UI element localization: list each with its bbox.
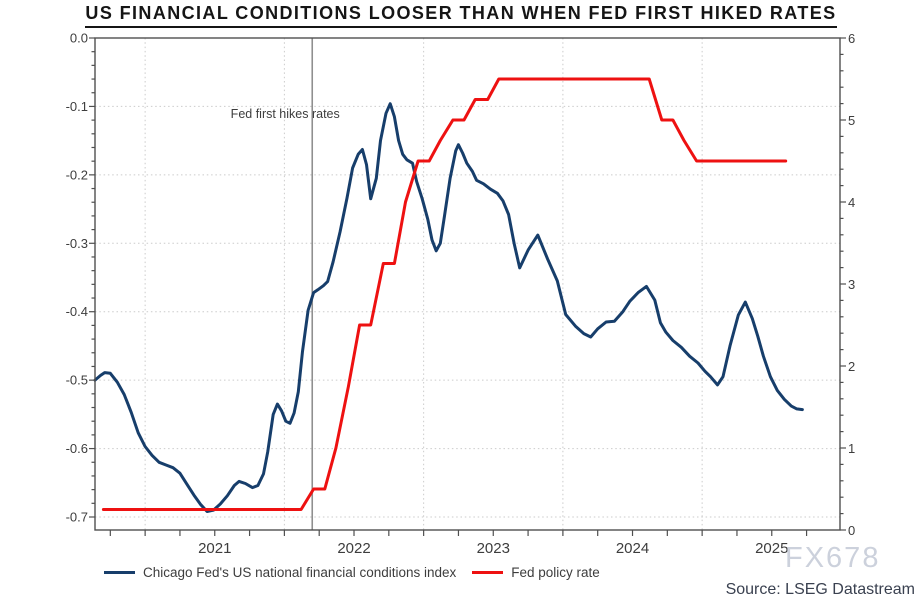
fx678-watermark: FX678 <box>785 542 881 574</box>
axis-tick-label: 2 <box>848 359 855 374</box>
axis-tick-label: 2022 <box>337 540 370 557</box>
axis-tick-label: -0.2 <box>66 167 88 182</box>
axis-tick-label: 4 <box>848 195 855 210</box>
axis-tick-label: -0.4 <box>66 304 88 319</box>
axis-tick-label: 0.0 <box>70 31 88 46</box>
axis-tick-label: -0.6 <box>66 441 88 456</box>
axis-tick-label: 5 <box>848 113 855 128</box>
legend-item-nfci: Chicago Fed's US national financial cond… <box>104 565 456 580</box>
axis-tick-label: -0.5 <box>66 373 88 388</box>
axis-tick-label: -0.1 <box>66 99 88 114</box>
nfci-line-swatch <box>104 571 135 574</box>
axis-tick-label: 0 <box>848 523 855 538</box>
axis-tick-label: 1 <box>848 441 855 456</box>
nfci-line <box>93 102 804 513</box>
policy-rate-line-swatch <box>472 571 504 574</box>
axis-tick-label: -0.7 <box>66 510 88 525</box>
axis-tick-label: 2025 <box>755 540 788 557</box>
axis-tick-label: 2024 <box>616 540 649 557</box>
axis-tick-label: 2023 <box>477 540 510 557</box>
chart-legend: Chicago Fed's US national financial cond… <box>104 565 600 580</box>
axis-tick-label: 2021 <box>198 540 231 557</box>
legend-item-policy-rate: Fed policy rate <box>472 565 600 580</box>
nfci-legend-label: Chicago Fed's US national financial cond… <box>143 565 457 580</box>
axis-tick-label: 6 <box>848 31 855 46</box>
chart-title: US FINANCIAL CONDITIONS LOOSER THAN WHEN… <box>0 3 922 28</box>
policy-rate-line <box>101 77 788 511</box>
source-credit: Source: LSEG Datastream <box>725 581 915 598</box>
chart-title-text: US FINANCIAL CONDITIONS LOOSER THAN WHEN… <box>85 3 837 28</box>
hike-annotation-label: Fed first hikes rates <box>230 107 340 121</box>
axis-tick-label: 3 <box>848 277 855 292</box>
policy-rate-legend-label: Fed policy rate <box>511 565 600 580</box>
axis-tick-label: -0.3 <box>66 236 88 251</box>
